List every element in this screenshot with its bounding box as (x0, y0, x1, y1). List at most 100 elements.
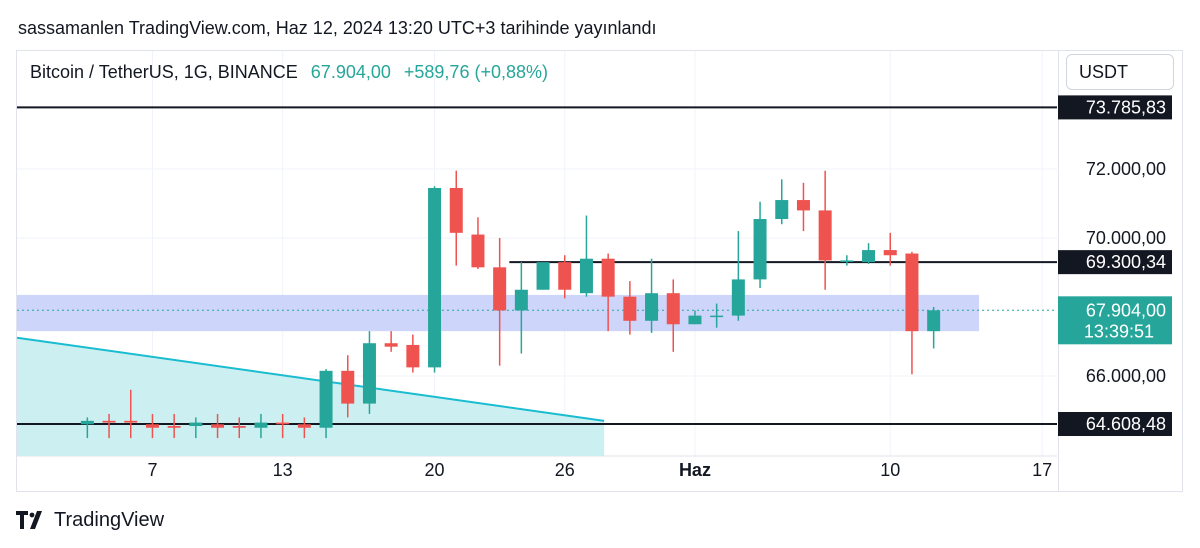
candle-up (840, 255, 854, 266)
candle-body (493, 267, 507, 311)
candle-up (514, 262, 528, 354)
candle-body (211, 424, 225, 428)
price-change: +589,76 (+0,88%) (403, 62, 548, 82)
candle-up (731, 231, 745, 321)
candle-body (753, 219, 767, 280)
candle-body (254, 422, 268, 428)
candle-body (818, 210, 832, 261)
candle-up (80, 417, 94, 439)
x-tick-label: 13 (273, 460, 293, 480)
level-label-box (1058, 250, 1172, 275)
x-tick-label: Haz (679, 460, 711, 480)
level-label-box (1058, 95, 1172, 120)
candle-down (883, 232, 897, 266)
x-tick-label: 26 (555, 460, 575, 480)
candle-down (124, 389, 138, 439)
candle-down (297, 417, 311, 439)
candle-body (406, 344, 420, 368)
candle-body (558, 262, 572, 290)
candle-down (666, 279, 680, 352)
candle-body (840, 260, 854, 262)
currency-button[interactable]: USDT (1066, 54, 1174, 90)
candle-body (688, 315, 702, 325)
candle-up (927, 307, 941, 349)
candle-body (645, 293, 659, 321)
footer: TradingView (16, 506, 164, 534)
candle-body (449, 187, 463, 233)
candle-body (710, 315, 724, 318)
candle-body (623, 296, 637, 321)
candle-up (775, 179, 789, 225)
candle-body (927, 310, 941, 332)
candle-body (145, 424, 159, 428)
candle-up (189, 417, 203, 439)
candle-body (384, 343, 398, 347)
x-tick-label: 17 (1032, 460, 1052, 480)
candles-layer (80, 170, 941, 439)
candle-down (818, 170, 832, 290)
candle-body (232, 426, 246, 428)
candle-body (905, 253, 919, 332)
candle-body (579, 258, 593, 294)
candle-up (362, 331, 376, 414)
level-label-box (1058, 412, 1172, 437)
symbol-name[interactable]: Bitcoin / TetherUS, 1G, BINANCE (30, 62, 298, 82)
candle-up (862, 243, 876, 264)
chart-pane[interactable] (16, 50, 1058, 492)
candle-down (601, 253, 615, 332)
candle-body (276, 422, 290, 425)
symbol-legend: Bitcoin / TetherUS, 1G, BINANCE 67.904,0… (30, 62, 548, 83)
candle-down (449, 170, 463, 266)
candle-body (731, 279, 745, 316)
x-tick-label: 20 (425, 460, 445, 480)
last-price-label-box (1058, 296, 1172, 345)
candle-body (124, 420, 138, 423)
candle-down (493, 238, 507, 366)
candle-down (211, 413, 225, 439)
candle-up (753, 201, 767, 289)
candle-down (558, 255, 572, 299)
countdown-label: 13:39:51 (1084, 321, 1154, 341)
candle-up (688, 310, 702, 325)
candle-down (623, 281, 637, 335)
candle-body (883, 250, 897, 256)
candle-body (102, 420, 116, 423)
candle-body (775, 200, 789, 220)
candle-body (862, 250, 876, 263)
y-tick-label: 70.000,00 (1086, 228, 1166, 248)
candle-body (167, 426, 181, 428)
level-label: 69.300,34 (1086, 252, 1166, 272)
candle-body (297, 424, 311, 428)
candle-body (319, 370, 333, 428)
candle-body (362, 343, 376, 404)
candle-down (102, 413, 116, 439)
candle-body (796, 200, 810, 211)
candle-down (796, 182, 810, 232)
candle-up (254, 413, 268, 439)
trend-line (16, 336, 605, 422)
tradingview-brand[interactable]: TradingView (54, 508, 165, 531)
candle-body (536, 262, 550, 290)
level-label: 64.608,48 (1086, 414, 1166, 434)
candle-down (167, 413, 181, 439)
candle-body (341, 370, 355, 404)
candle-up (645, 258, 659, 333)
drawing-overlays (16, 106, 1057, 456)
candle-up (536, 262, 550, 290)
candle-down (406, 334, 420, 373)
level-label: 73.785,83 (1086, 97, 1166, 117)
candle-up (319, 369, 333, 439)
candle-down (341, 355, 355, 418)
y-tick-label: 66.000,00 (1086, 366, 1166, 386)
candle-down (145, 413, 159, 439)
candle-body (428, 187, 442, 368)
candle-body (471, 234, 485, 268)
candle-down (232, 417, 246, 439)
candle-body (601, 258, 615, 297)
candle-body (666, 293, 680, 325)
candle-body (189, 422, 203, 427)
candle-down (384, 331, 398, 352)
axis-labels: 7 13 20 26 Haz 10 17 72.000,00 70.000,00 66.000,0… (147, 95, 1172, 480)
candle-up (428, 186, 442, 373)
